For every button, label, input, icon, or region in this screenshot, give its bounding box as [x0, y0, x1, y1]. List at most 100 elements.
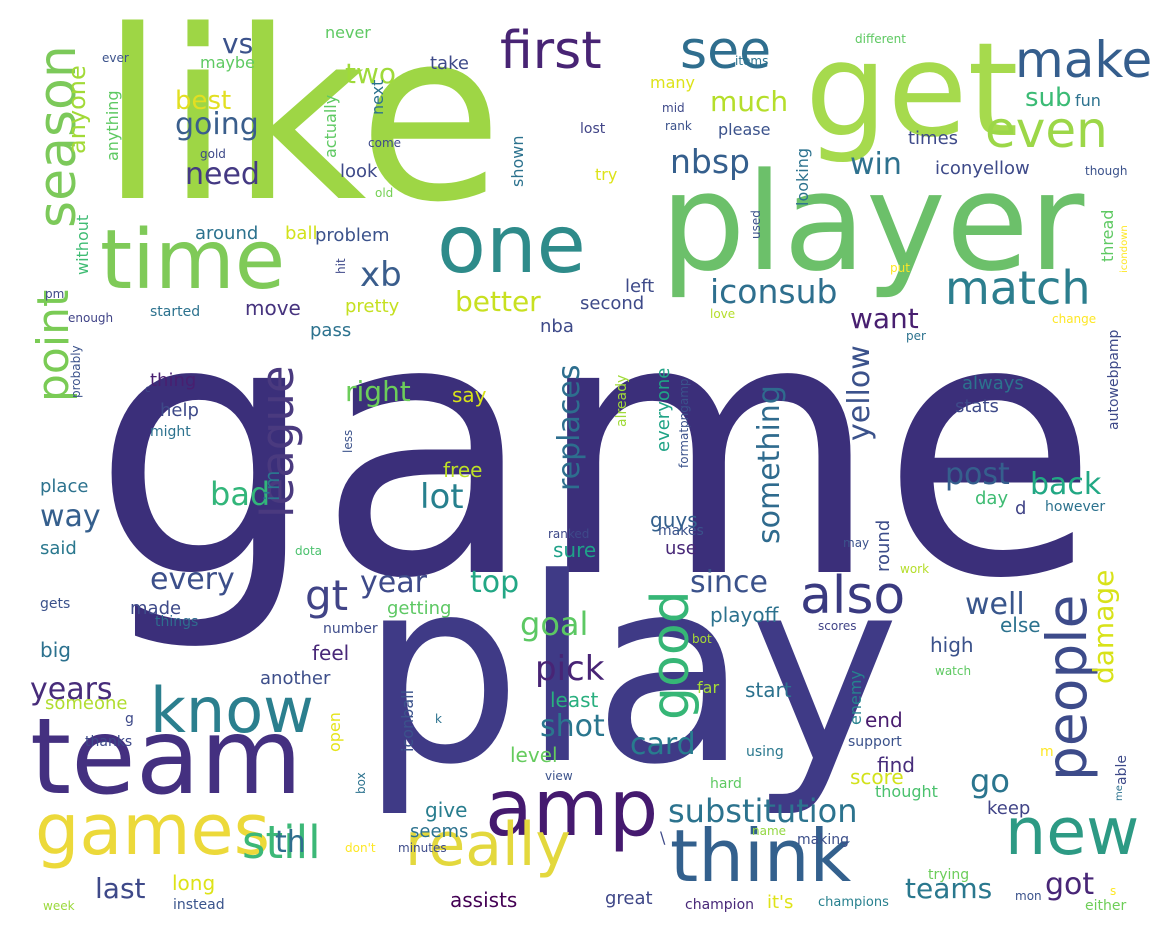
word-pick: pick	[535, 649, 605, 689]
word-change: change	[1052, 312, 1097, 326]
word-s: s	[1110, 884, 1117, 898]
word-going: going	[175, 107, 259, 142]
word-level: level	[510, 743, 558, 767]
word-else: else	[1000, 613, 1041, 637]
word-different: different	[855, 32, 906, 46]
word-replaces: replaces	[552, 364, 587, 491]
word-pm: pm	[45, 287, 65, 301]
word-give: give	[425, 798, 468, 822]
word-i-m: i'm	[260, 470, 284, 501]
word-iconball: iconball	[398, 689, 417, 752]
word-day: day	[975, 488, 1009, 509]
word-damage: damage	[1087, 569, 1120, 684]
word-need: need	[185, 157, 260, 192]
word-something: something	[752, 385, 787, 544]
word-instead: instead	[173, 897, 225, 913]
word-ball: ball	[285, 223, 318, 244]
word-top: top	[470, 565, 520, 600]
word-second: second	[580, 293, 645, 314]
word-thought: thought	[875, 782, 938, 801]
word-watch: watch	[935, 664, 972, 678]
word-m: m	[1040, 744, 1054, 760]
word-player: player	[660, 144, 1085, 301]
word-box: box	[354, 772, 368, 794]
word-already: already	[614, 374, 630, 427]
word-said: said	[40, 538, 77, 559]
word-way: way	[40, 499, 101, 534]
word-name: name	[752, 824, 787, 838]
word-mon: mon	[1015, 889, 1042, 903]
word-next: next	[368, 79, 387, 115]
word-gets: gets	[40, 596, 71, 612]
word-start: start	[745, 678, 792, 702]
word-might: might	[150, 424, 191, 440]
word-think: think	[670, 814, 852, 898]
word-still: still	[242, 816, 321, 869]
word-getting: getting	[387, 598, 452, 619]
word-ranked: ranked	[548, 527, 590, 541]
word-better: better	[455, 285, 541, 318]
word-since: since	[690, 565, 768, 600]
word-thread: thread	[1098, 209, 1117, 262]
word-every: every	[150, 562, 235, 597]
word-work: work	[900, 562, 930, 576]
word-pass: pass	[310, 320, 352, 341]
word-free: free	[443, 458, 483, 482]
word-goal: goal	[520, 605, 589, 643]
word-makes: makes	[658, 523, 704, 539]
word-support: support	[848, 734, 902, 750]
word-left: left	[625, 276, 655, 297]
word-either: either	[1085, 898, 1127, 914]
word-don-t: don't	[345, 841, 376, 855]
word-another: another	[260, 668, 331, 689]
word-use: use	[665, 538, 697, 559]
word-come: come	[368, 136, 402, 150]
word-many: many	[650, 73, 695, 92]
word-post: post	[945, 457, 1010, 492]
word-take: take	[430, 53, 469, 74]
word-good: good	[641, 590, 701, 720]
word-end: end	[865, 708, 903, 732]
word-formatpngamp: formatpngamp	[677, 378, 691, 468]
word-probably: probably	[69, 345, 83, 398]
word-started: started	[150, 304, 201, 320]
word-got: got	[1045, 867, 1095, 902]
word-champion: champion	[685, 897, 755, 913]
word-get: get	[805, 14, 1019, 166]
word-used: used	[749, 210, 763, 239]
word-trying: trying	[928, 867, 970, 883]
word-pretty: pretty	[345, 296, 400, 317]
word-enemy: enemy	[846, 670, 865, 725]
word-assists: assists	[450, 888, 518, 912]
word-time: time	[100, 213, 286, 308]
word-made: made	[130, 598, 182, 619]
word-maybe: maybe	[200, 53, 255, 72]
word-using: using	[746, 744, 784, 760]
word-want: want	[850, 302, 919, 335]
word-gt: gt	[305, 571, 349, 620]
word-mid: mid	[662, 101, 685, 115]
word-help: help	[160, 400, 199, 421]
word-shot: shot	[540, 709, 605, 744]
word-look: look	[340, 161, 378, 182]
word-playoff: playoff	[710, 603, 779, 627]
word-minutes: minutes	[398, 841, 447, 855]
word-open: open	[325, 712, 344, 752]
word-well: well	[965, 587, 1025, 622]
word-rank: rank	[665, 119, 692, 133]
word-best: best	[175, 86, 232, 116]
word-though: though	[1085, 164, 1128, 178]
word-times: times	[908, 128, 959, 149]
word-win: win	[850, 147, 902, 182]
word-one: one	[437, 198, 586, 291]
word-number: number	[323, 621, 378, 637]
word-items: items	[735, 54, 769, 68]
word-substitution: substitution	[668, 792, 858, 830]
word-sub: sub	[1025, 83, 1072, 113]
word-view: view	[545, 769, 573, 783]
word-bot: bot	[692, 632, 712, 646]
word-without: without	[73, 214, 92, 275]
word-thing: thing	[150, 370, 197, 391]
word-game: game	[92, 242, 1100, 656]
word-know: know	[150, 674, 314, 747]
